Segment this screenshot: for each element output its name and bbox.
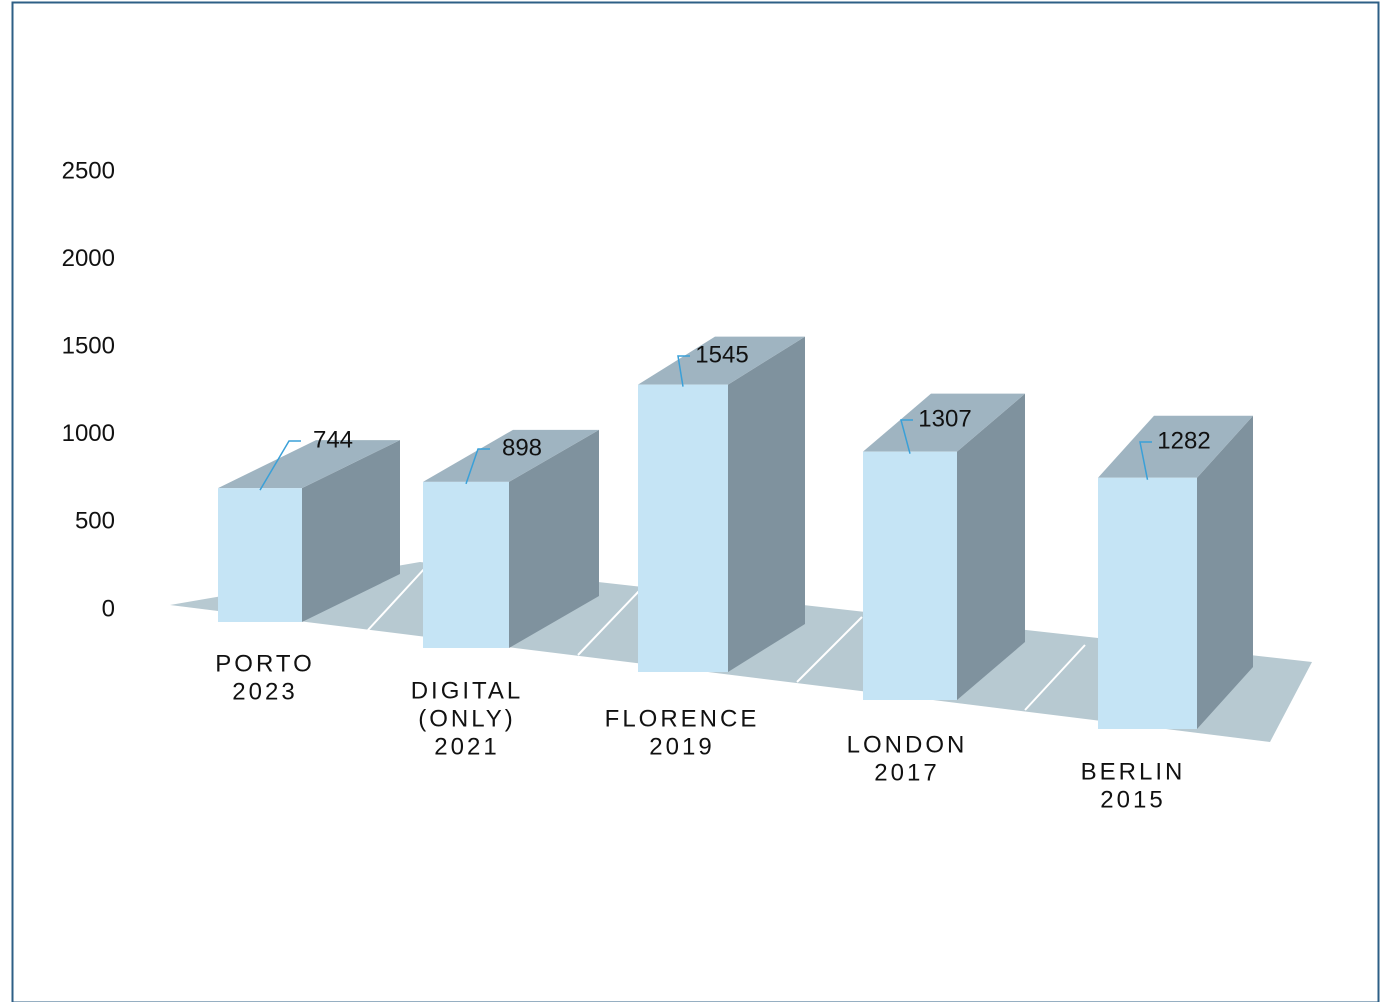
bar-top bbox=[218, 440, 400, 489]
bar-top bbox=[638, 336, 805, 385]
y-tick-label: 500 bbox=[75, 508, 115, 535]
leader-line bbox=[465, 448, 490, 485]
bar-side bbox=[302, 440, 400, 622]
bar bbox=[638, 384, 728, 672]
leader-line bbox=[677, 355, 690, 387]
floor-divider bbox=[796, 616, 863, 683]
bar bbox=[423, 481, 509, 648]
data-label: 744 bbox=[313, 426, 353, 453]
leader-line bbox=[900, 419, 913, 454]
x-tick-label: PORTO bbox=[215, 650, 314, 677]
x-tick-label: (ONLY) bbox=[418, 705, 516, 732]
x-tick-label: 2019 bbox=[649, 733, 714, 760]
data-label: 1282 bbox=[1157, 427, 1210, 454]
x-tick-label: 2021 bbox=[434, 733, 499, 760]
floor-divider bbox=[367, 567, 426, 631]
data-label: 1307 bbox=[918, 405, 971, 432]
y-tick-label: 1000 bbox=[62, 420, 115, 447]
x-tick-label: 2015 bbox=[1100, 786, 1165, 813]
x-tick-label: FLORENCE bbox=[605, 705, 760, 732]
bar-side bbox=[1197, 415, 1253, 729]
data-label: 1545 bbox=[695, 341, 748, 368]
leader-line bbox=[1139, 441, 1152, 480]
x-tick-label: 2017 bbox=[874, 759, 939, 786]
y-tick-label: 2500 bbox=[62, 157, 115, 184]
bar-top bbox=[423, 429, 599, 482]
data-label: 898 bbox=[502, 434, 542, 461]
floor-divider bbox=[577, 589, 641, 656]
bar bbox=[218, 488, 302, 622]
bar-side bbox=[728, 336, 805, 672]
bar-side bbox=[957, 393, 1025, 700]
x-tick-label: LONDON bbox=[847, 731, 968, 758]
bar-top bbox=[1098, 415, 1253, 478]
y-tick-label: 2000 bbox=[62, 245, 115, 272]
x-tick-label: BERLIN bbox=[1081, 758, 1186, 785]
bar-side bbox=[509, 429, 599, 648]
bar bbox=[863, 451, 957, 700]
y-tick-label: 1500 bbox=[62, 333, 115, 360]
bar-top bbox=[863, 393, 1025, 452]
x-tick-label: 2023 bbox=[232, 678, 297, 705]
x-tick-label: DIGITAL bbox=[411, 677, 524, 704]
bar bbox=[1098, 477, 1197, 729]
y-tick-label: 0 bbox=[102, 595, 115, 622]
floor-divider bbox=[1024, 644, 1086, 711]
leader-line bbox=[259, 440, 301, 491]
